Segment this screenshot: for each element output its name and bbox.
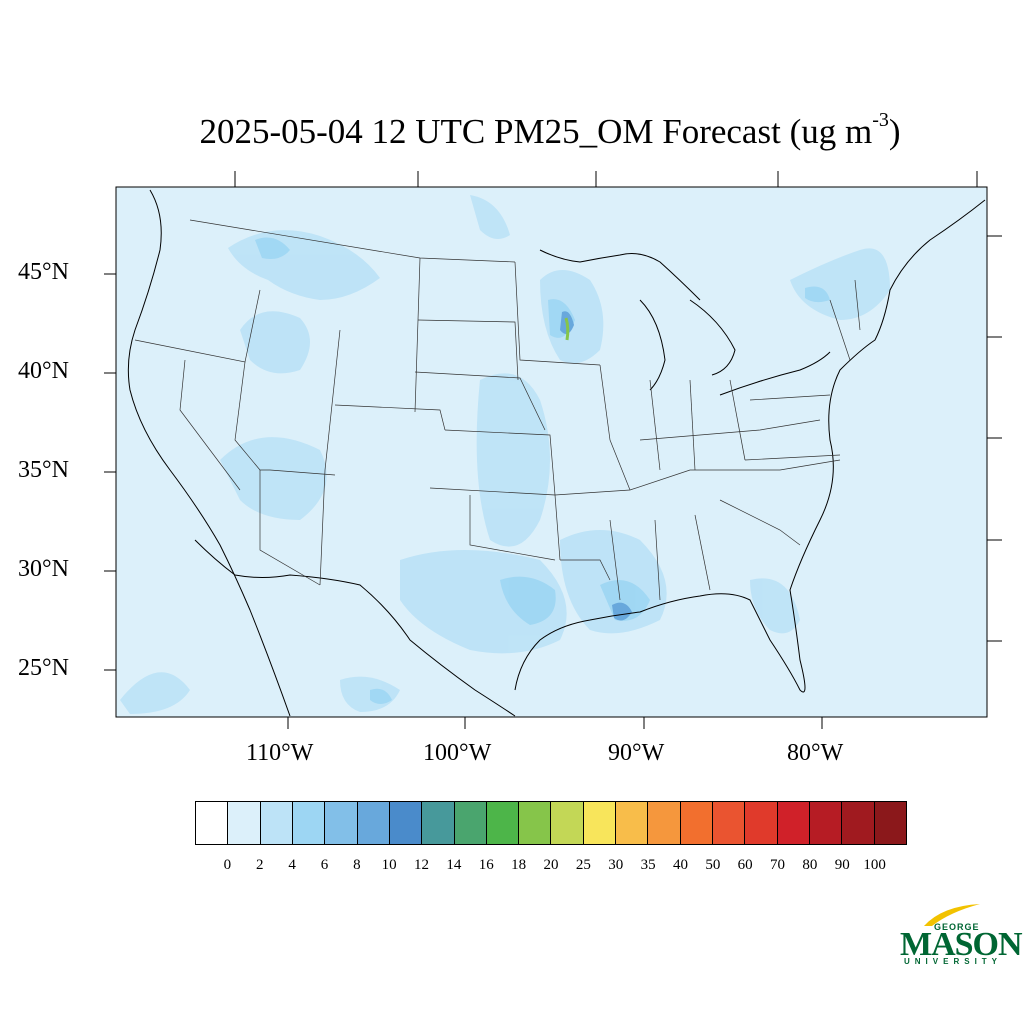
colorbar-swatch	[713, 802, 746, 844]
colorbar-swatch	[292, 802, 326, 844]
colorbar-label: 40	[672, 857, 688, 873]
lon-label-100w: 100°W	[423, 740, 492, 766]
gmu-logo: GEORGE MASON UNIVERSITY	[900, 902, 1023, 968]
colorbar-label: 18	[511, 857, 527, 873]
coastlines	[127, 189, 986, 717]
state-borders	[134, 219, 861, 601]
colorbar-label: 12	[414, 857, 430, 873]
lat-label-35: 35°N	[18, 457, 69, 483]
colorbar-swatch	[260, 802, 293, 844]
lat-label-30: 30°N	[18, 556, 69, 582]
map-frame	[115, 186, 988, 718]
lon-label-110w: 110°W	[246, 740, 314, 766]
colorbar-swatch	[680, 802, 713, 844]
logo-bottom-text: UNIVERSITY	[904, 957, 1003, 966]
colorbar-label: 50	[705, 857, 721, 873]
map-title: 2025-05-04 12 UTC PM25_OM Forecast (ug m…	[199, 109, 901, 151]
colorbar-swatch	[519, 802, 552, 844]
lat-label-40: 40°N	[18, 358, 69, 384]
colorbar-label: 16	[478, 857, 494, 873]
colorbar-swatch	[389, 802, 423, 844]
colorbar-label: 90	[834, 857, 850, 873]
colorbar-label: 80	[802, 857, 818, 873]
colorbar-label: 6	[320, 857, 329, 873]
colorbar-swatch	[874, 802, 906, 844]
colorbar-swatch	[777, 802, 810, 844]
colorbar-label: 35	[640, 857, 656, 873]
axis-ticks	[104, 171, 1002, 729]
concentration-plumes-mid	[255, 237, 830, 704]
colorbar-label: 0	[223, 857, 232, 873]
lon-label-90w: 90°W	[608, 740, 665, 766]
colorbar-swatch	[842, 802, 875, 844]
colorbar-swatch	[648, 802, 681, 844]
colorbar-swatch	[325, 802, 358, 844]
colorbar-label: 60	[737, 857, 753, 873]
colorbar-label: 8	[353, 857, 361, 873]
colorbar-swatch	[196, 802, 229, 844]
logo-top-text: GEORGE	[934, 922, 980, 932]
colorbar-swatch	[228, 802, 261, 844]
colorbar-swatch	[745, 802, 778, 844]
colorbar-swatch	[357, 802, 390, 844]
colorbar-swatch	[454, 802, 487, 844]
colorbar-swatch	[486, 802, 520, 844]
logo-main-text: MASON	[900, 926, 1023, 963]
colorbar-label: 4	[288, 857, 296, 873]
colorbar-swatch	[809, 802, 843, 844]
lat-label-25: 25°N	[18, 655, 69, 681]
colorbar-label: 30	[608, 857, 624, 873]
lat-label-45: 45°N	[18, 259, 69, 285]
colorbar-swatch	[551, 802, 584, 844]
colorbar-swatch	[583, 802, 617, 844]
lon-label-80w: 80°W	[787, 740, 844, 766]
logo-swoosh-icon	[924, 904, 980, 926]
colorbar-label: 10	[381, 857, 397, 873]
colorbar-label: 25	[575, 857, 591, 873]
colorbar	[195, 801, 907, 845]
colorbar-label: 14	[446, 857, 462, 873]
colorbar-label: 2	[255, 857, 264, 873]
colorbar-swatch	[422, 802, 455, 844]
colorbar-label: 20	[543, 857, 559, 873]
peak-plume	[564, 317, 570, 341]
colorbar-label: 100	[863, 857, 886, 873]
colorbar-swatch	[616, 802, 649, 844]
colorbar-label: 70	[770, 857, 786, 873]
